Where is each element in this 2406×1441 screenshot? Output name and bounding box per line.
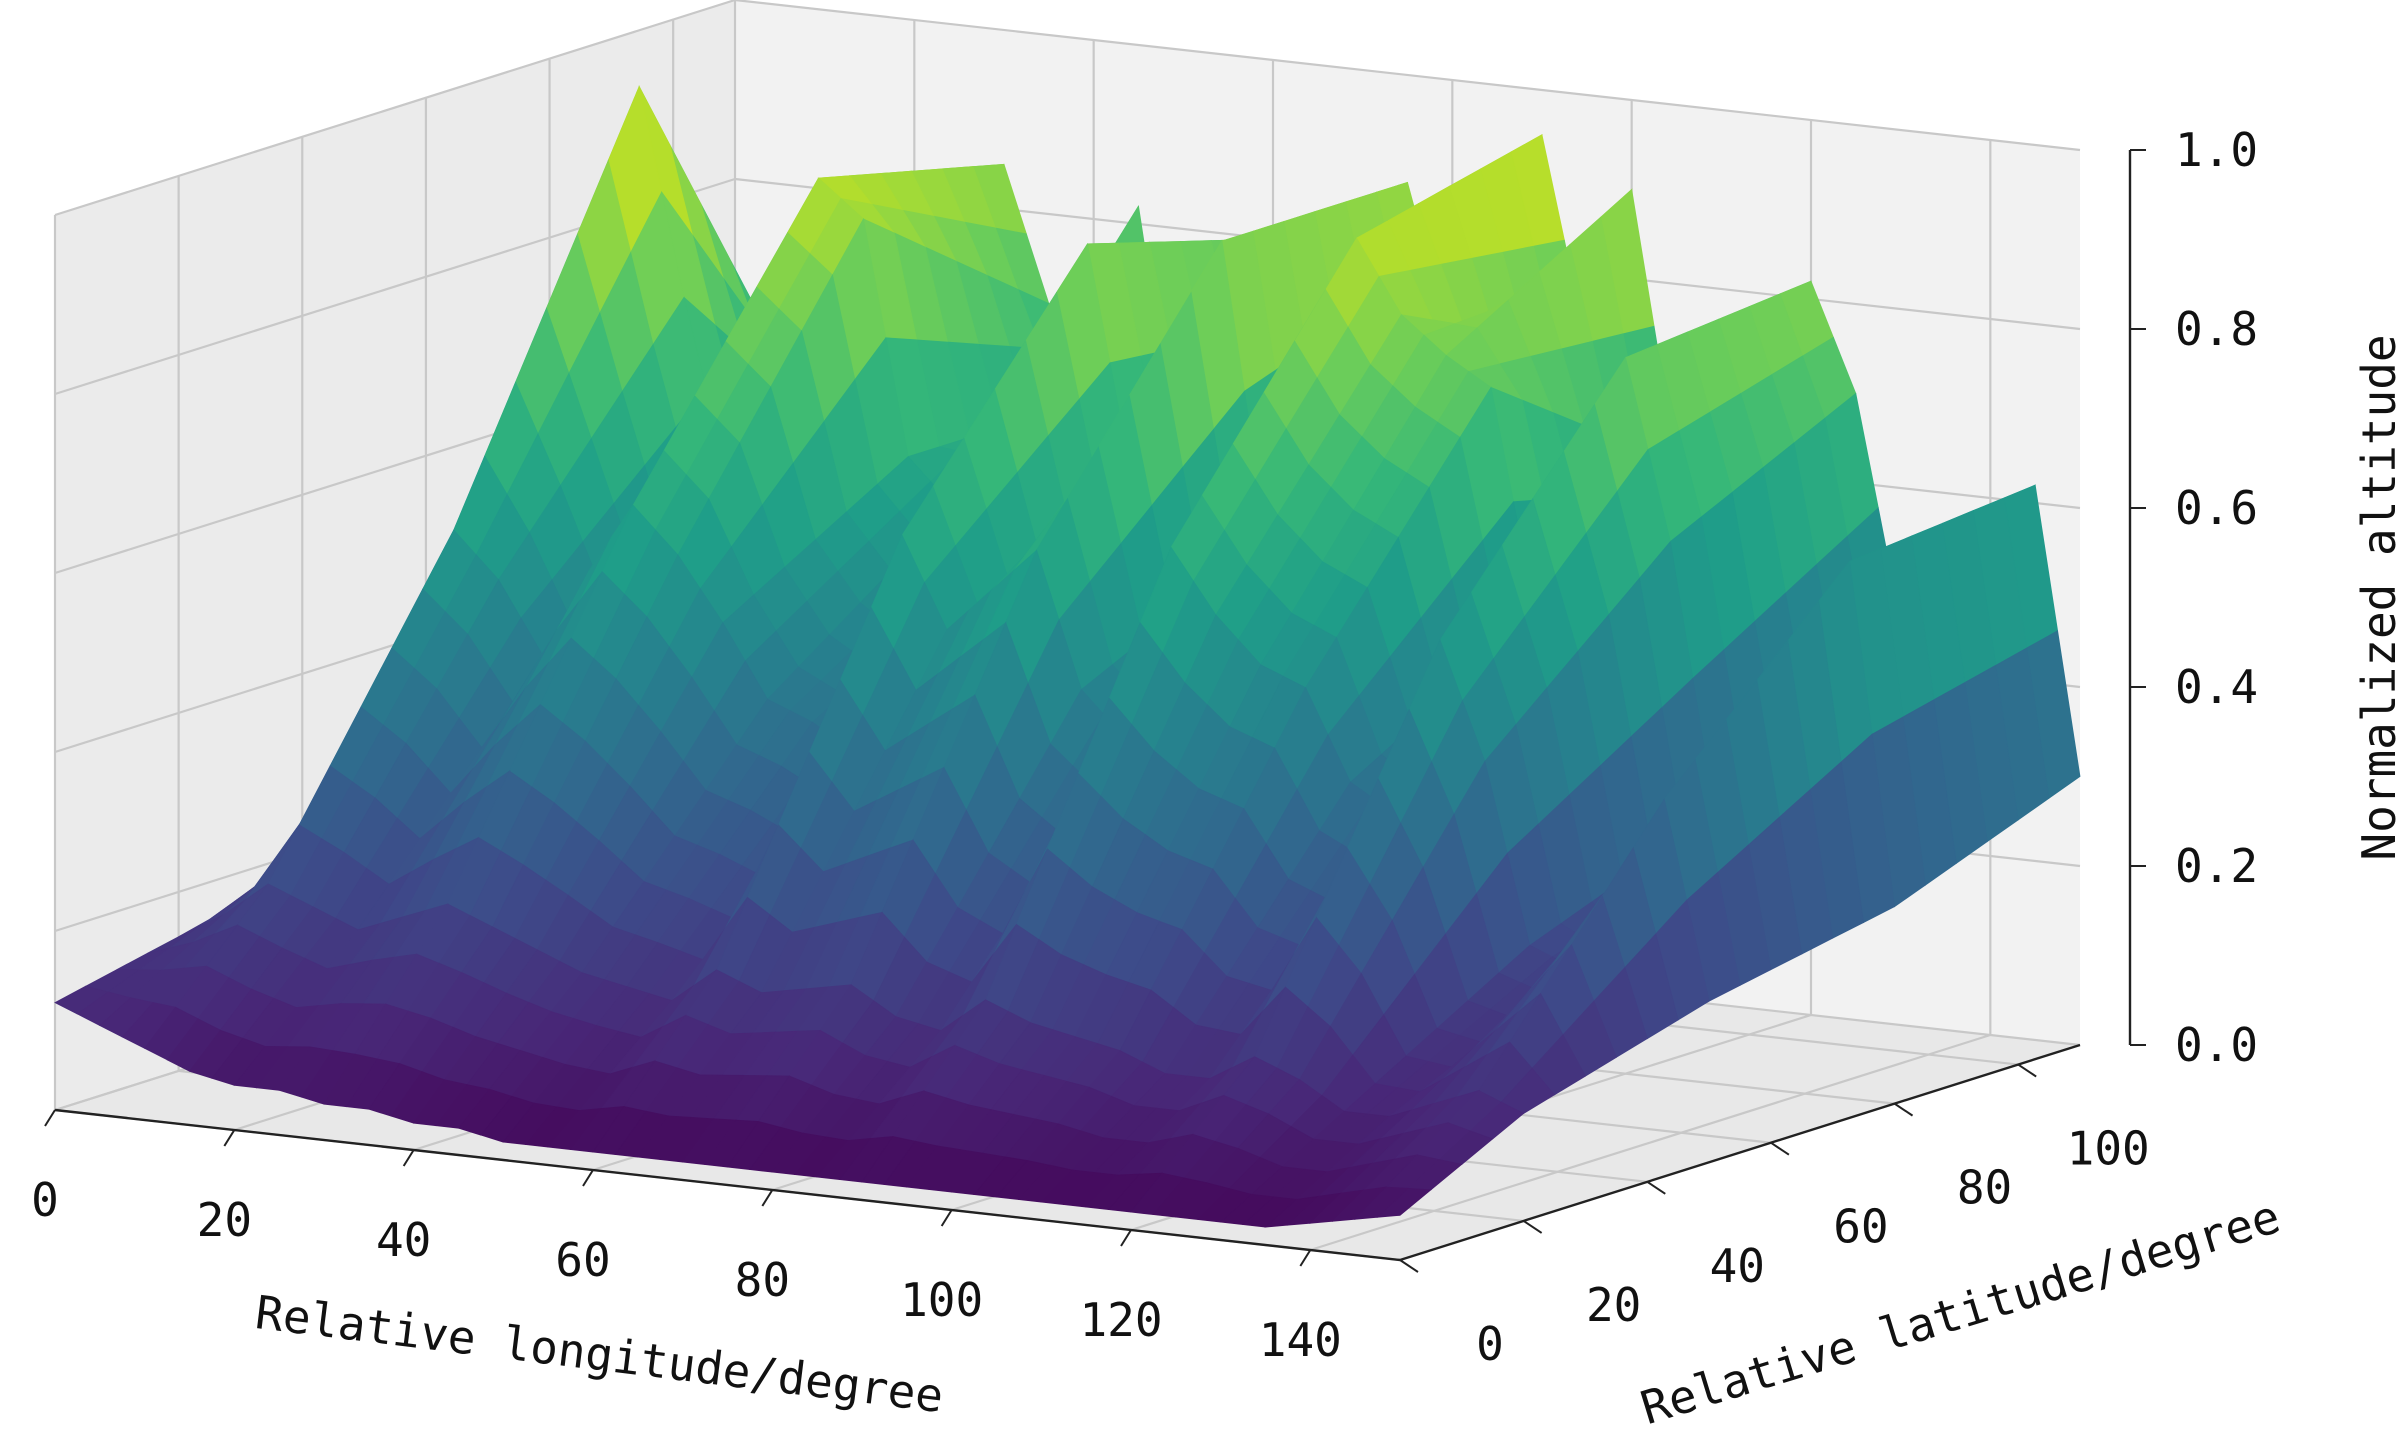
surface-patch — [1376, 1187, 1432, 1218]
y-tick-label: 80 — [1957, 1161, 2012, 1215]
y-tick — [1893, 1102, 1914, 1117]
surface — [54, 85, 2081, 1228]
x-tick — [1299, 1249, 1312, 1267]
x-axis-label: Relative longitude/degree — [253, 1285, 947, 1423]
x-tick-label: 100 — [900, 1273, 983, 1327]
z-tick-label: 0.4 — [2175, 660, 2258, 714]
y-tick — [1523, 1220, 1543, 1234]
x-tick — [940, 1209, 953, 1227]
tick-labels: 0 20 40 60 80 100 120 140 0 20 40 60 80 100 0.0 0.2 0.4 0… — [31, 123, 2258, 1371]
y-tick-label: 60 — [1833, 1200, 1888, 1254]
x-tick-label: 0 — [31, 1173, 59, 1227]
y-axis-label: Relative latitude/degree — [1635, 1189, 2286, 1435]
y-tick-label: 20 — [1586, 1278, 1641, 1332]
y-tick — [1646, 1180, 1666, 1195]
x-tick — [582, 1169, 594, 1187]
x-gridline-floor — [1310, 1033, 1991, 1252]
x-tick-label: 80 — [735, 1253, 790, 1307]
x-tick-label: 40 — [376, 1213, 431, 1267]
y-tick — [1399, 1259, 1419, 1273]
x-tick-label: 60 — [555, 1233, 610, 1287]
x-axis-line — [54, 1108, 1401, 1262]
z-tick-label: 0.8 — [2175, 302, 2258, 356]
z-tick-label: 0.2 — [2175, 839, 2258, 893]
y-tick — [2017, 1063, 2037, 1078]
y-tick-label: 100 — [2067, 1122, 2150, 1176]
z-tick-label: 0.6 — [2175, 481, 2258, 535]
x-tick-label: 120 — [1079, 1293, 1162, 1347]
x-tick-label: 140 — [1259, 1313, 1342, 1367]
z-gridline-back — [734, 0, 2081, 152]
axes — [44, 149, 2146, 1273]
x-tick — [1120, 1229, 1132, 1247]
y-tick — [1770, 1141, 1790, 1156]
x-tick — [761, 1189, 774, 1207]
y-axis-line — [1399, 1043, 2081, 1262]
y-tick-label: 0 — [1476, 1317, 1504, 1371]
x-tick — [44, 1109, 56, 1127]
x-tick — [402, 1149, 415, 1167]
z-tick-label: 0.0 — [2175, 1018, 2258, 1072]
x-tick-label: 20 — [197, 1193, 252, 1247]
z-gridline-left — [54, 0, 736, 217]
x-tick — [223, 1129, 236, 1147]
z-axis-label: Normalized altitude — [2352, 334, 2406, 860]
z-tick-label: 1.0 — [2175, 123, 2258, 177]
y-tick-label: 40 — [1710, 1239, 1765, 1293]
